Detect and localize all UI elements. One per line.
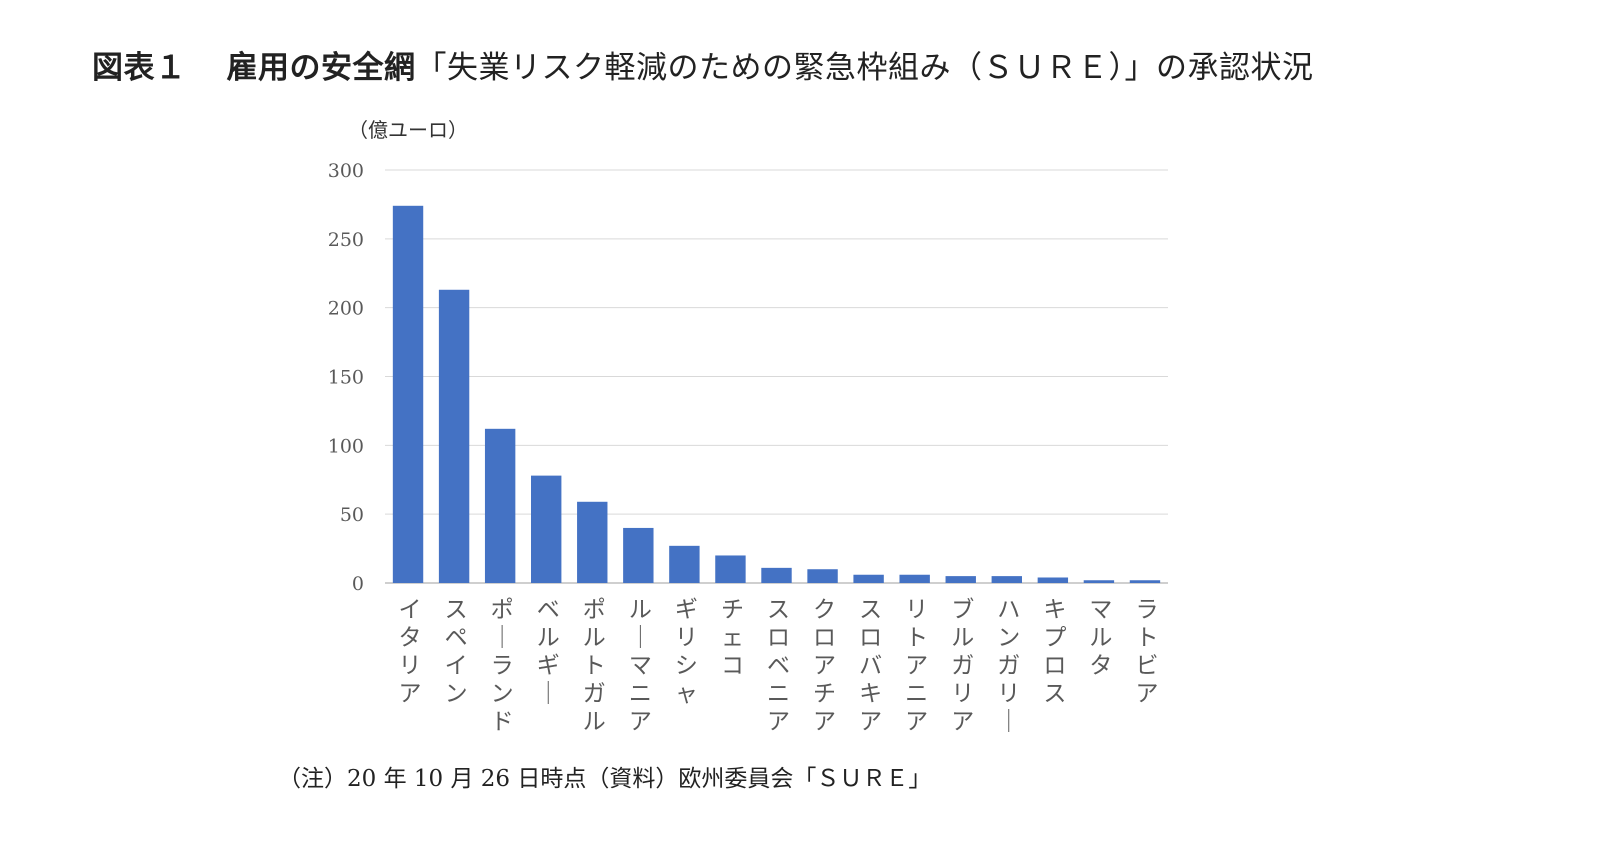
x-category-label: ポルトガル <box>583 597 606 735</box>
x-category-label: リトアニア <box>905 597 928 735</box>
y-tick-label: 0 <box>352 573 364 595</box>
y-tick-label: 100 <box>328 435 364 457</box>
y-tick-label: 300 <box>328 160 364 182</box>
figure-title-main: 雇用の安全網 <box>226 50 416 86</box>
y-tick-label: 250 <box>328 229 364 251</box>
gridlines <box>385 169 1168 584</box>
x-category-label: スロバキア <box>859 597 882 735</box>
bar <box>945 576 976 583</box>
y-tick-label: 200 <box>328 298 364 320</box>
bar <box>899 574 930 583</box>
bar <box>853 574 884 583</box>
bar <box>484 428 516 583</box>
x-category-label: イタリア <box>399 597 422 707</box>
y-tick-label: 150 <box>328 367 364 389</box>
x-category-label: ハンガリ｜ <box>997 597 1020 735</box>
bar <box>577 501 608 583</box>
bar <box>392 205 424 583</box>
x-category-label: ギリシャ <box>675 597 698 707</box>
y-axis-ticks: 0 50 100 150 200 250 300 <box>328 160 364 595</box>
bar <box>531 475 562 583</box>
x-category-label: スロベニア <box>767 597 790 735</box>
bar <box>761 567 792 583</box>
figure-number: 図表１ <box>92 50 187 86</box>
x-category-label: ベルギ｜ <box>537 597 560 707</box>
figure-title: 図表１ 雇用の安全網「失業リスク軽減のための緊急枠組み（ＳＵＲＥ）」の承認状況 <box>92 48 1314 88</box>
x-category-label: マルタ <box>1089 597 1112 679</box>
y-tick-label: 50 <box>340 504 364 526</box>
x-category-label: キプロス <box>1043 597 1066 707</box>
x-category-label: ブルガリア <box>951 597 974 735</box>
y-axis-unit-label: （億ユーロ） <box>348 118 468 142</box>
x-category-label: ル｜マニア <box>629 597 652 735</box>
bar <box>715 555 746 583</box>
bar <box>438 289 470 583</box>
bar <box>669 545 700 583</box>
bar <box>1083 580 1115 583</box>
bar <box>1129 580 1161 583</box>
bars <box>392 205 1161 583</box>
bar <box>991 576 1022 583</box>
bar <box>1037 577 1069 583</box>
figure-title-sub: 「失業リスク軽減のための緊急枠組み（ＳＵＲＥ）」の承認状況 <box>415 50 1314 86</box>
x-category-label: スペイン <box>445 597 468 707</box>
x-category-label: チェコ <box>721 597 744 679</box>
footnote: （注）20 年 10 月 26 日時点（資料）欧州委員会「ＳＵＲＥ」 <box>278 766 932 792</box>
x-category-label: ポ｜ランド <box>491 597 514 735</box>
bar <box>623 527 654 583</box>
x-category-label: ラトビア <box>1135 597 1158 707</box>
bar <box>807 569 838 583</box>
x-category-label: クロアチア <box>813 597 836 735</box>
